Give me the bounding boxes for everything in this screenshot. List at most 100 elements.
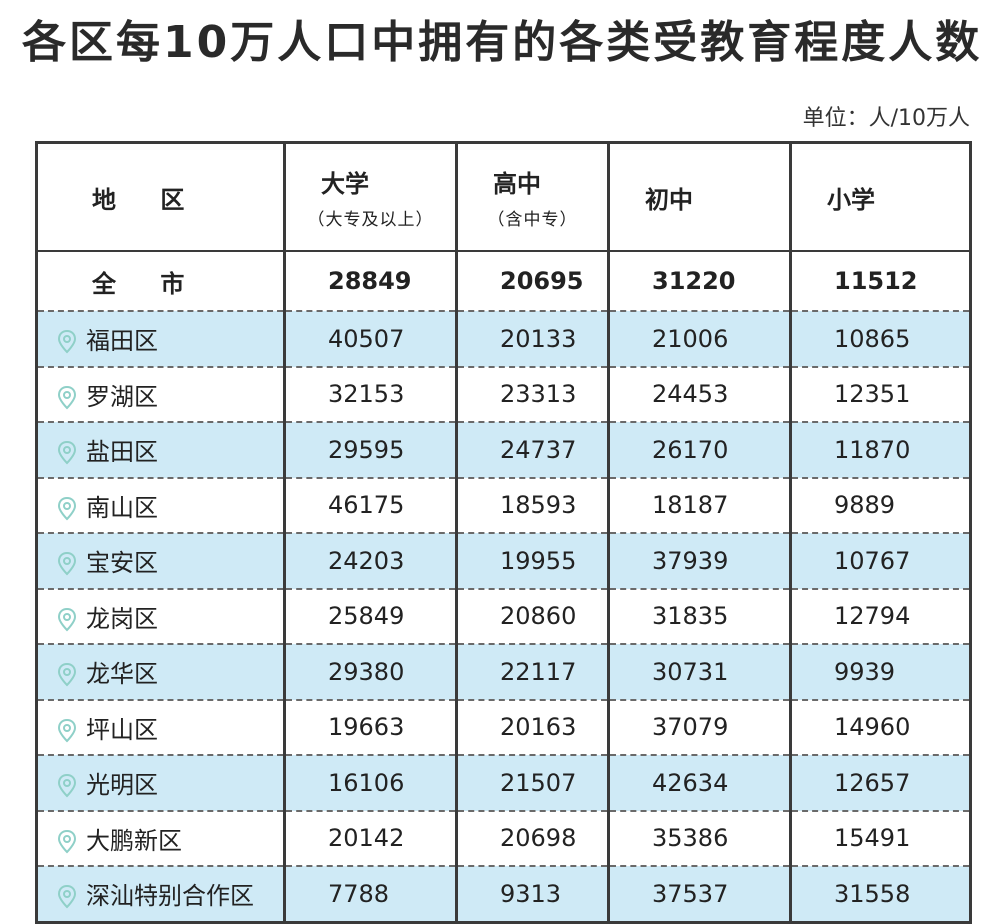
value-cell-highschool: 20133 bbox=[456, 311, 610, 368]
table-row: 深汕特别合作区 7788 9313 37537 31558 bbox=[36, 866, 971, 923]
value-cell-junior: 18187 bbox=[608, 477, 792, 534]
header-university-sub: （大专及以上） bbox=[307, 210, 434, 230]
header-junior: 初中 bbox=[608, 142, 792, 252]
value-cell-university: 19663 bbox=[284, 699, 458, 756]
unit-label: 单位：人/10万人 bbox=[802, 106, 970, 131]
total-university: 28849 bbox=[284, 251, 458, 312]
region-cell: 福田区 bbox=[36, 311, 286, 368]
location-pin-icon bbox=[57, 552, 77, 576]
value-cell-primary: 12794 bbox=[790, 588, 971, 645]
value-cell-highschool: 19955 bbox=[456, 533, 610, 590]
location-pin-icon bbox=[57, 496, 77, 521]
value-cell-junior: 31835 bbox=[608, 588, 792, 645]
value-cell-highschool: 18593 bbox=[456, 477, 610, 534]
region-label: 龙岗区 bbox=[86, 604, 158, 633]
value-cell-highschool: 20698 bbox=[456, 810, 610, 867]
table-row: 坪山区 19663 20163 37079 14960 bbox=[36, 699, 971, 756]
header-row: 地 区 大学 （大专及以上） 高中 （含中专） 初中 小学 bbox=[36, 142, 971, 252]
value-cell-university: 7788 bbox=[284, 866, 458, 923]
value-cell-junior: 21006 bbox=[608, 311, 792, 368]
table-row: 南山区 46175 18593 18187 9889 bbox=[36, 477, 971, 534]
header-primary-label: 小学 bbox=[827, 185, 875, 214]
value-cell-highschool: 20860 bbox=[456, 588, 610, 645]
value-cell-highschool: 23313 bbox=[456, 366, 610, 423]
table-row: 罗湖区 32153 23313 24453 12351 bbox=[36, 366, 971, 423]
value-cell-junior: 26170 bbox=[608, 422, 792, 479]
location-pin-icon bbox=[57, 774, 77, 798]
value-cell-highschool: 21507 bbox=[456, 755, 610, 812]
region-label: 坪山区 bbox=[86, 715, 158, 744]
value-cell-junior: 37537 bbox=[608, 866, 792, 923]
table-row: 盐田区 29595 24737 26170 11870 bbox=[36, 422, 971, 479]
header-highschool: 高中 （含中专） bbox=[456, 142, 610, 252]
location-pin-icon bbox=[57, 441, 77, 465]
value-cell-primary: 14960 bbox=[790, 699, 971, 756]
value-cell-primary: 9939 bbox=[790, 644, 971, 701]
value-cell-junior: 37079 bbox=[608, 699, 792, 756]
table-row: 大鹏新区 20142 20698 35386 15491 bbox=[36, 810, 971, 867]
total-junior: 31220 bbox=[608, 251, 792, 312]
total-highschool: 20695 bbox=[456, 251, 610, 312]
location-pin-icon bbox=[57, 385, 77, 410]
location-pin-icon bbox=[57, 885, 77, 909]
region-label: 光明区 bbox=[86, 771, 158, 800]
value-cell-university: 46175 bbox=[284, 477, 458, 534]
value-cell-university: 40507 bbox=[284, 311, 458, 368]
value-cell-primary: 10767 bbox=[790, 533, 971, 590]
value-cell-university: 20142 bbox=[284, 810, 458, 867]
header-primary: 小学 bbox=[790, 142, 971, 252]
table-row: 光明区 16106 21507 42634 12657 bbox=[36, 755, 971, 812]
location-pin-icon bbox=[57, 663, 77, 687]
table-row: 宝安区 24203 19955 37939 10767 bbox=[36, 533, 971, 590]
total-region: 全 市 bbox=[36, 251, 286, 312]
table-row: 龙岗区 25849 20860 31835 12794 bbox=[36, 588, 971, 645]
table-row: 福田区 40507 20133 21006 10865 bbox=[36, 311, 971, 368]
table-header: 地 区 大学 （大专及以上） 高中 （含中专） 初中 小学 bbox=[36, 142, 971, 252]
region-cell: 龙岗区 bbox=[36, 588, 286, 645]
value-cell-highschool: 24737 bbox=[456, 422, 610, 479]
value-cell-university: 24203 bbox=[284, 533, 458, 590]
page-title: 各区每10万人口中拥有的各类受教育程度人数 bbox=[22, 17, 983, 68]
value-cell-university: 25849 bbox=[284, 588, 458, 645]
region-cell: 罗湖区 bbox=[36, 366, 286, 423]
value-cell-university: 29380 bbox=[284, 644, 458, 701]
header-university-label: 大学 bbox=[321, 170, 369, 198]
region-cell: 大鹏新区 bbox=[36, 810, 286, 867]
region-label: 福田区 bbox=[86, 327, 158, 356]
value-cell-primary: 10865 bbox=[790, 311, 971, 368]
value-cell-junior: 24453 bbox=[608, 366, 792, 423]
value-cell-junior: 37939 bbox=[608, 533, 792, 590]
location-pin-icon bbox=[57, 607, 77, 632]
region-cell: 宝安区 bbox=[36, 533, 286, 590]
region-cell: 南山区 bbox=[36, 477, 286, 534]
region-label: 大鹏新区 bbox=[86, 826, 182, 855]
value-cell-university: 29595 bbox=[284, 422, 458, 479]
region-label: 南山区 bbox=[86, 493, 158, 522]
header-highschool-label: 高中 bbox=[493, 170, 541, 198]
header-region: 地 区 bbox=[36, 142, 286, 252]
region-cell: 盐田区 bbox=[36, 422, 286, 479]
location-pin-icon bbox=[57, 718, 77, 743]
value-cell-junior: 30731 bbox=[608, 644, 792, 701]
value-cell-junior: 35386 bbox=[608, 810, 792, 867]
location-pin-icon bbox=[57, 330, 77, 354]
value-cell-primary: 31558 bbox=[790, 866, 971, 923]
table-body: 全 市 28849 20695 31220 11512 福田区 40507 2013… bbox=[36, 251, 971, 923]
header-university: 大学 （大专及以上） bbox=[284, 142, 458, 252]
region-cell: 坪山区 bbox=[36, 699, 286, 756]
value-cell-university: 16106 bbox=[284, 755, 458, 812]
region-cell: 光明区 bbox=[36, 755, 286, 812]
value-cell-primary: 11870 bbox=[790, 422, 971, 479]
value-cell-primary: 9889 bbox=[790, 477, 971, 534]
header-highschool-sub: （含中专） bbox=[487, 210, 578, 230]
value-cell-junior: 42634 bbox=[608, 755, 792, 812]
total-row: 全 市 28849 20695 31220 11512 bbox=[36, 251, 971, 312]
value-cell-highschool: 20163 bbox=[456, 699, 610, 756]
table-row: 龙华区 29380 22117 30731 9939 bbox=[36, 644, 971, 701]
total-primary: 11512 bbox=[790, 251, 971, 312]
value-cell-highschool: 9313 bbox=[456, 866, 610, 923]
region-label: 龙华区 bbox=[86, 660, 158, 689]
education-table: 地 区 大学 （大专及以上） 高中 （含中专） 初中 小学 全 市 28849 … bbox=[35, 141, 972, 924]
value-cell-primary: 15491 bbox=[790, 810, 971, 867]
value-cell-highschool: 22117 bbox=[456, 644, 610, 701]
